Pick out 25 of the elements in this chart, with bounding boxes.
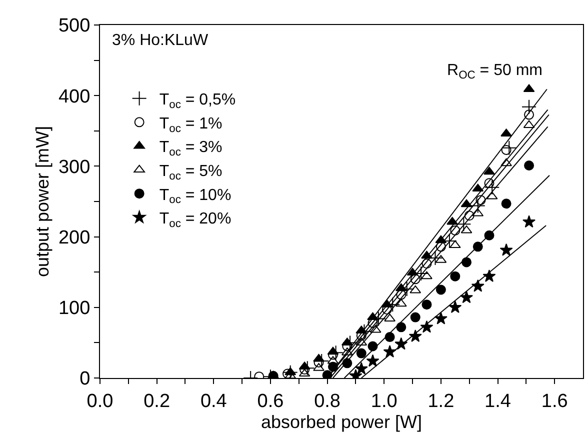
annotation: 3% Ho:KLuW [112,32,209,49]
y-tick-label: 300 [58,156,90,178]
y-tick-label: 500 [58,16,90,37]
legend-label: T$_{oc}$ = 1% [159,115,222,135]
x-tick-label: 0.2 [144,390,170,412]
legend-label: T$_{oc}$ = 0,5% [159,92,236,111]
x-tick-label: 1.0 [370,390,398,412]
y-axis-title: output power [mW] [32,126,53,278]
x-axis-title: absorbed power [W] [260,412,422,432]
legend-label: T$_{oc}$ = 3% [159,139,222,159]
x-tick-label: 0.6 [257,390,284,412]
x-tick-label: 0.0 [86,390,114,412]
y-tick-label: 100 [58,298,90,320]
y-tick-label: 0 [80,368,90,390]
x-tick-label: 0.4 [200,390,228,412]
x-tick-label: 1.2 [428,390,454,412]
x-tick-label: 0.8 [314,390,340,412]
legend-label: T$_{oc}$ = 20% [159,210,232,230]
x-tick-label: 1.6 [541,390,568,412]
annotation: R$_{OC}$ = 50 mm [447,62,542,82]
y-tick-label: 400 [58,86,90,108]
x-tick-label: 1.4 [484,390,512,412]
legend-label: T$_{oc}$ = 5% [159,163,222,182]
y-tick-label: 200 [58,227,90,248]
legend-label: T$_{oc}$ = 10% [159,186,232,206]
